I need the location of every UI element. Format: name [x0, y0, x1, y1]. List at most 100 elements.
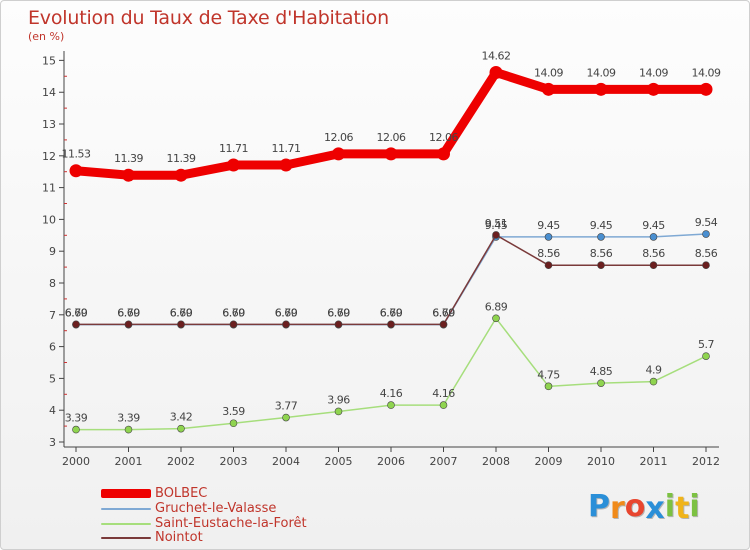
y-tick-label-9: 9	[49, 245, 56, 258]
legend-item-saint-eustache: Saint-Eustache-la-Forêt	[101, 516, 307, 531]
legend-swatch-bolbec	[101, 489, 151, 498]
point-bolbec-2011	[647, 82, 660, 96]
data-label-nointot-2011: 8.56	[642, 247, 665, 260]
point-bolbec-2012	[699, 82, 713, 96]
logo-letter: o	[624, 489, 646, 524]
data-label-saint-eustache-la-for-t-2012: 5.7	[698, 338, 714, 351]
y-tick-label-10: 10	[42, 213, 56, 226]
legend-swatch-nointot	[101, 536, 151, 539]
data-label-bolbec-2011: 14.09	[639, 66, 668, 79]
point-saint-eustache-la-for-t-2010	[597, 379, 605, 387]
data-label-nointot-2008: 9.51	[485, 217, 508, 230]
point-saint-eustache-la-for-t-2012	[702, 352, 710, 360]
data-label-gruchet-le-valasse-2008: 9.45	[485, 219, 508, 232]
x-tick-label-2007: 2007	[430, 455, 458, 468]
data-label-saint-eustache-la-for-t-2005: 3.96	[327, 393, 350, 406]
point-bolbec-2005	[332, 147, 345, 161]
x-tick-label-2002: 2002	[167, 455, 195, 468]
point-nointot-2010	[597, 261, 605, 269]
x-tick-label-2011: 2011	[640, 455, 668, 468]
x-tick-label-2001: 2001	[115, 455, 143, 468]
legend-item-bolbec: BOLBEC	[101, 486, 208, 501]
point-nointot-2009	[544, 261, 553, 269]
point-saint-eustache-la-for-t-2000	[72, 425, 80, 434]
data-label-saint-eustache-la-for-t-2007: 4.16	[432, 387, 455, 400]
data-label-nointot-2007: 6.70	[432, 306, 455, 319]
chart-subtitle: (en %)	[28, 30, 65, 43]
x-tick-label-2005: 2005	[325, 455, 353, 468]
data-label-saint-eustache-la-for-t-2000: 3.39	[65, 412, 88, 425]
point-bolbec-2000	[69, 164, 83, 178]
point-nointot-2003	[229, 320, 238, 329]
y-tick-label-12: 12	[42, 150, 56, 163]
y-tick-label-14: 14	[42, 86, 56, 99]
data-label-gruchet-le-valasse-2011: 9.45	[642, 219, 665, 232]
data-label-bolbec-2001: 11.39	[114, 152, 143, 165]
x-tick-label-2006: 2006	[377, 455, 405, 468]
data-label-saint-eustache-la-for-t-2003: 3.59	[222, 405, 245, 418]
logo-letter: t	[675, 491, 690, 526]
point-nointot-2004	[282, 320, 290, 329]
point-bolbec-2004	[279, 158, 293, 172]
proxiti-logo: Proxiti	[588, 489, 700, 526]
data-label-bolbec-2006: 12.06	[377, 131, 406, 144]
point-nointot-2012	[702, 261, 710, 269]
x-tick-label-2012: 2012	[692, 455, 720, 468]
y-tick-label-15: 15	[42, 54, 56, 67]
point-bolbec-2006	[384, 147, 398, 161]
data-label-gruchet-le-valasse-2009: 9.45	[537, 219, 560, 232]
legend-label-saint-eustache: Saint-Eustache-la-Forêt	[155, 516, 307, 531]
point-saint-eustache-la-for-t-2002	[177, 424, 185, 433]
point-saint-eustache-la-for-t-2009	[544, 382, 553, 391]
data-label-nointot-2002: 6.70	[170, 306, 193, 319]
point-saint-eustache-la-for-t-2005	[334, 407, 343, 416]
data-label-bolbec-2009: 14.09	[534, 66, 563, 79]
point-gruchet-le-valasse-2011	[649, 233, 658, 241]
data-label-gruchet-le-valasse-2010: 9.45	[590, 219, 613, 232]
data-label-bolbec-2003: 11.71	[219, 142, 248, 155]
point-nointot-2005	[334, 320, 343, 329]
data-label-gruchet-le-valasse-2000: 6.69	[65, 307, 88, 320]
legend-item-gruchet: Gruchet-le-Valasse	[101, 501, 277, 516]
legend-swatch-gruchet	[101, 507, 151, 510]
data-label-bolbec-2004: 11.71	[272, 142, 301, 155]
x-tick-label-2008: 2008	[482, 455, 510, 468]
point-nointot-2006	[387, 320, 395, 329]
data-label-saint-eustache-la-for-t-2009: 4.75	[537, 368, 560, 381]
data-label-bolbec-2007: 12.06	[429, 131, 458, 144]
y-tick-label-6: 6	[49, 341, 56, 354]
data-label-bolbec-2005: 12.06	[324, 131, 353, 144]
point-nointot-2007	[439, 320, 448, 329]
data-label-nointot-2003: 6.70	[222, 306, 245, 319]
y-tick-label-4: 4	[49, 404, 56, 417]
data-label-bolbec-2000: 11.53	[62, 148, 91, 161]
legend-label-nointot: Nointot	[155, 530, 203, 545]
point-bolbec-2003	[227, 158, 240, 172]
data-label-gruchet-le-valasse-2004: 6.69	[275, 307, 298, 320]
data-label-gruchet-le-valasse-2002: 6.69	[170, 307, 193, 320]
logo-letter: P	[588, 489, 610, 524]
point-saint-eustache-la-for-t-2003	[229, 419, 238, 428]
point-nointot-2008	[492, 231, 500, 239]
data-label-bolbec-2008: 14.62	[482, 49, 511, 62]
data-label-gruchet-le-valasse-2005: 6.69	[327, 307, 350, 320]
point-saint-eustache-la-for-t-2006	[387, 401, 395, 409]
logo-letter: i	[664, 489, 676, 524]
x-tick-label-2010: 2010	[587, 455, 615, 468]
point-bolbec-2007	[437, 147, 450, 161]
data-label-nointot-2001: 6.70	[117, 306, 140, 319]
x-tick-label-2004: 2004	[272, 455, 300, 468]
point-saint-eustache-la-for-t-2004	[282, 413, 290, 422]
y-tick-label-13: 13	[42, 118, 56, 131]
logo-letter: i	[689, 489, 700, 524]
data-label-nointot-2006: 6.70	[380, 306, 403, 319]
point-bolbec-2010	[594, 82, 608, 96]
point-nointot-2001	[124, 320, 133, 329]
y-tick-label-8: 8	[49, 277, 56, 290]
legend-label-gruchet: Gruchet-le-Valasse	[155, 501, 277, 516]
data-label-nointot-2009: 8.56	[537, 247, 560, 260]
data-label-bolbec-2010: 14.09	[587, 66, 616, 79]
data-label-saint-eustache-la-for-t-2006: 4.16	[380, 387, 403, 400]
legend-label-bolbec: BOLBEC	[155, 486, 208, 501]
